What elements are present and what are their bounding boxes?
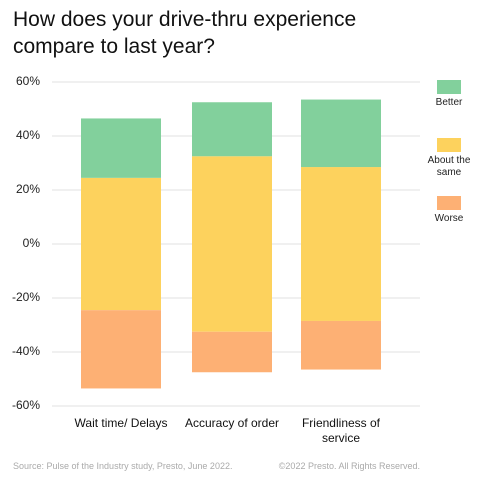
- bar-segment: [81, 118, 161, 178]
- legend-label: Worse: [434, 213, 464, 224]
- chart-title: How does your drive-thru experience comp…: [13, 8, 357, 58]
- source-note: Source: Pulse of the Industry study, Pre…: [13, 461, 233, 471]
- x-tick-label: Friendliness of service: [301, 416, 381, 445]
- x-tick-label: Accuracy of order: [184, 416, 280, 430]
- y-tick-label: 40%: [16, 128, 40, 142]
- bar-segment: [301, 320, 381, 370]
- legend-swatch: [437, 80, 461, 94]
- y-tick-label: 20%: [16, 182, 40, 196]
- legend-label: About the same: [427, 155, 471, 178]
- bar-segment: [301, 99, 381, 168]
- bar-segment: [192, 156, 272, 332]
- legend-label: Better: [435, 97, 463, 108]
- legend-swatch: [437, 196, 461, 210]
- bar-segment: [81, 310, 161, 389]
- y-tick-label: -40%: [12, 344, 40, 358]
- bar-segment: [301, 167, 381, 321]
- copyright: ©2022 Presto. All Rights Reserved.: [278, 461, 420, 471]
- y-tick-label: 60%: [16, 74, 40, 88]
- bar-segment: [81, 177, 161, 311]
- legend-swatch: [437, 138, 461, 152]
- bar-segment: [192, 102, 272, 157]
- x-tick-label: Wait time/ Delays: [74, 416, 168, 430]
- bar-segment: [192, 331, 272, 373]
- y-tick-label: 0%: [23, 236, 41, 250]
- y-tick-label: -20%: [12, 290, 40, 304]
- y-tick-label: -60%: [12, 398, 40, 412]
